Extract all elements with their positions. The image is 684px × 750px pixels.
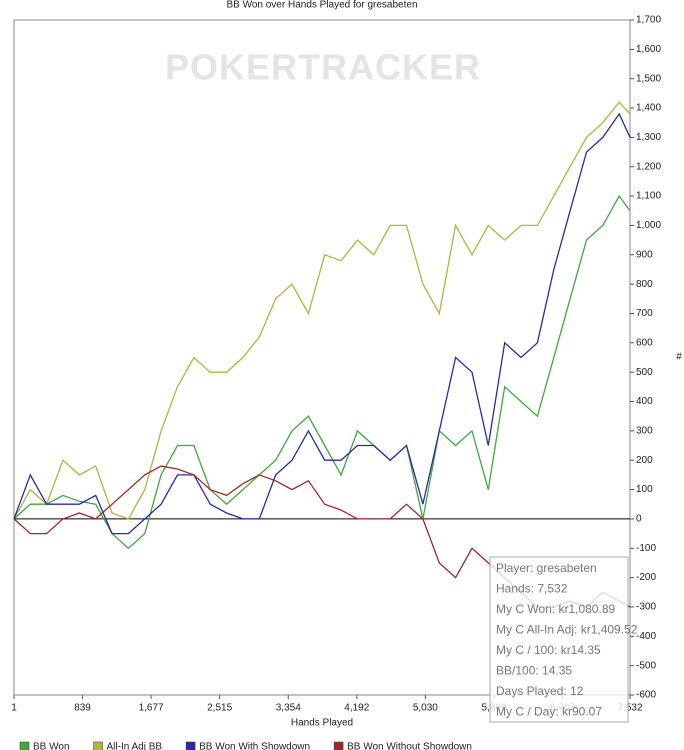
tooltip-line: Hands: 7,532 (496, 582, 568, 596)
y-tick-label: 600 (636, 337, 653, 348)
x-tick-label: 4,192 (344, 703, 369, 714)
y-tick-label: 1,100 (636, 191, 661, 202)
y-tick-label: 1,600 (636, 44, 661, 55)
y-tick-label: 1,400 (636, 103, 661, 114)
tooltip-line: Player: gresabeten (496, 561, 597, 575)
y-tick-label: 700 (636, 308, 653, 319)
series-line (13, 101, 631, 520)
y-tick-label: 900 (636, 249, 653, 260)
x-tick-label: 7,532 (617, 703, 642, 714)
y-tick-label: -100 (636, 543, 656, 554)
legend-swatch (185, 741, 196, 750)
y-tick-label: 500 (636, 367, 653, 378)
legend-swatch (333, 741, 344, 750)
y-tick-label: 300 (636, 426, 653, 437)
y-tick-label: -500 (636, 660, 656, 671)
legend-label: BB Won With Showdown (199, 742, 310, 750)
y-tick-label: 800 (636, 279, 653, 290)
tooltip-line: BB/100: 14.35 (496, 664, 572, 678)
tooltip-line: My C All-In Adj: kr1,409.52 (496, 623, 638, 637)
y-tick-label: 1,500 (636, 73, 661, 84)
series-line (13, 112, 631, 535)
series-line (13, 194, 631, 550)
x-axis-label: Hands Played (291, 718, 353, 729)
y-tick-label: 100 (636, 484, 653, 495)
x-tick-label: 5,030 (413, 703, 438, 714)
y-tick-label: 0 (636, 514, 642, 525)
y-tick-label: -200 (636, 572, 656, 583)
x-tick-label: 3,354 (276, 703, 301, 714)
y-tick-label: 400 (636, 396, 653, 407)
watermark: POKERTRACKER (165, 47, 481, 88)
y-tick-label: 1,300 (636, 132, 661, 143)
y-tick-label: -300 (636, 602, 656, 613)
chart-title: BB Won over Hands Played for gresabeten (226, 0, 417, 11)
y-tick-label: -600 (636, 690, 656, 701)
x-tick-label: 1,677 (139, 703, 164, 714)
legend-swatch (19, 741, 30, 750)
tooltip-line: Days Played: 12 (496, 684, 584, 698)
y-axis-label: # (676, 352, 682, 363)
tooltip-line: My C / 100: kr14.35 (496, 643, 601, 657)
y-tick-label: 1,700 (636, 15, 661, 26)
x-tick-label: 839 (74, 703, 91, 714)
legend-swatch (93, 741, 103, 750)
x-tick-label: 1 (11, 703, 17, 714)
tooltip-box (489, 556, 629, 723)
x-tick-label: 2,515 (207, 703, 232, 714)
y-tick-label: 200 (636, 455, 653, 466)
tooltip-line: My C / Day: kr90.07 (496, 705, 602, 719)
y-tick-label: 1,000 (636, 220, 661, 231)
tooltip-line: My C Won: kr1,080.89 (496, 602, 615, 616)
legend-label: BB Won Without Showdown (347, 742, 472, 750)
plot-frame (13, 19, 631, 696)
y-tick-label: -400 (636, 631, 656, 642)
legend-label: BB Won (33, 742, 70, 750)
y-tick-label: 1,200 (636, 161, 661, 172)
legend-label: All-In Adj BB (107, 742, 163, 750)
